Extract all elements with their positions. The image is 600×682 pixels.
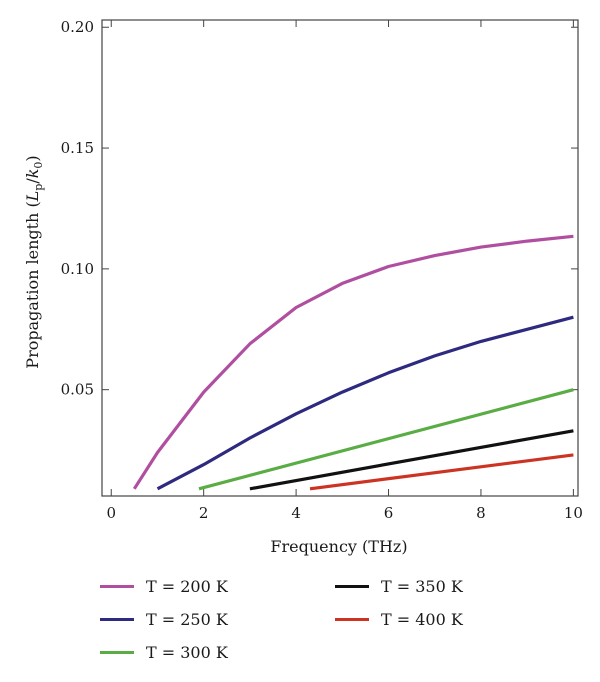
x-tick-label: 10 bbox=[564, 504, 583, 522]
legend-label: T = 200 K bbox=[146, 576, 228, 596]
plot-frame bbox=[101, 19, 579, 497]
x-tick-label: 0 bbox=[106, 504, 116, 522]
legend-label: T = 300 K bbox=[146, 642, 228, 662]
series-line-4 bbox=[249, 429, 574, 491]
y-axis-ticks: 0.05 0.10 0.15 0.20 bbox=[61, 18, 578, 399]
plot-border bbox=[101, 19, 579, 497]
legend-swatch bbox=[335, 617, 369, 621]
series-line-3 bbox=[198, 388, 574, 491]
y-tick-label: 0.15 bbox=[61, 139, 94, 157]
legend-label: T = 250 K bbox=[146, 609, 228, 629]
series-line-2 bbox=[156, 315, 574, 491]
y-tick-label: 0.05 bbox=[61, 381, 94, 399]
series-line-1 bbox=[132, 234, 574, 490]
legend-swatch bbox=[335, 584, 369, 588]
legend-label: T = 350 K bbox=[381, 576, 463, 596]
legend-item: T = 200 K bbox=[100, 574, 228, 598]
legend-swatch bbox=[100, 617, 134, 621]
x-tick-label: 6 bbox=[384, 504, 394, 522]
chart: 0 2 4 6 8 10 0.05 0.10 0.15 0.20 Frequency (THz)… bbox=[23, 18, 583, 556]
legend-item: T = 400 K bbox=[335, 607, 463, 631]
series-layer bbox=[132, 234, 574, 491]
legend-item: T = 300 K bbox=[100, 640, 228, 664]
y-tick-label: 0.20 bbox=[61, 18, 94, 36]
legend-swatch bbox=[100, 650, 134, 654]
legend-item: T = 250 K bbox=[100, 607, 228, 631]
x-tick-label: 2 bbox=[199, 504, 209, 522]
x-axis-ticks: 0 2 4 6 8 10 bbox=[106, 20, 583, 522]
legend-item: T = 350 K bbox=[335, 574, 463, 598]
y-axis-label: Propagation length (Lp/k0) bbox=[23, 155, 45, 368]
x-axis-label: Frequency (THz) bbox=[270, 537, 407, 556]
series-line-5 bbox=[309, 453, 574, 491]
legend-label: T = 400 K bbox=[381, 609, 463, 629]
x-tick-label: 4 bbox=[291, 504, 301, 522]
y-tick-label: 0.10 bbox=[61, 260, 94, 278]
x-tick-label: 8 bbox=[476, 504, 486, 522]
legend-swatch bbox=[100, 584, 134, 588]
